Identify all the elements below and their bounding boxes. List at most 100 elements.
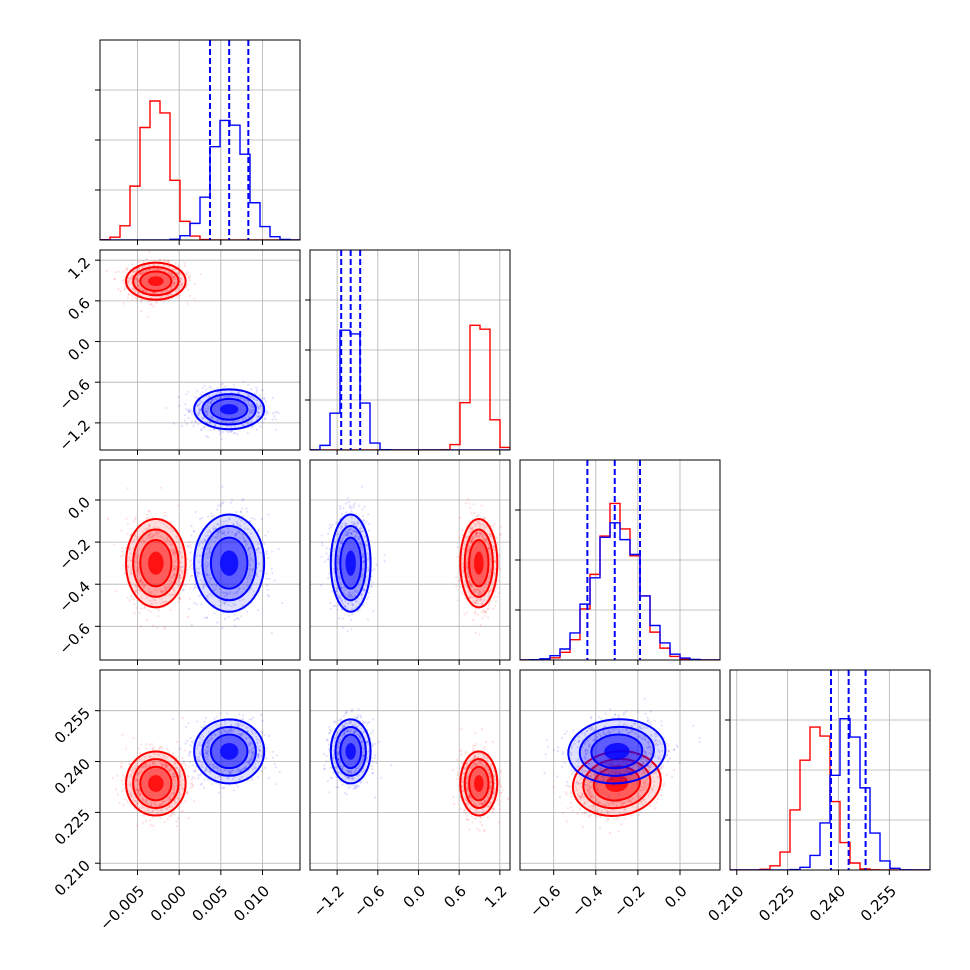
scatter-point: [201, 386, 204, 390]
scatter-point: [361, 593, 364, 596]
scatter-point: [477, 520, 480, 523]
scatter-point: [175, 567, 178, 570]
scatter-point: [461, 566, 464, 569]
scatter-point: [261, 719, 264, 722]
scatter-point: [139, 579, 142, 582]
scatter-point: [184, 764, 187, 768]
panel-0-0: [95, 39, 301, 245]
scatter-point: [176, 579, 180, 582]
scatter-point: [222, 601, 225, 605]
scatter-point: [219, 503, 222, 506]
panel-3-0: [95, 669, 301, 875]
scatter-point: [223, 594, 227, 598]
scatter-point: [144, 540, 147, 543]
scatter-point: [352, 504, 355, 507]
scatter-point: [265, 756, 268, 760]
scatter-point: [125, 747, 128, 750]
scatter-point: [327, 558, 330, 561]
scatter-point: [238, 536, 241, 540]
scatter-point: [179, 272, 182, 275]
scatter-point: [126, 267, 129, 271]
scatter-point: [456, 771, 459, 774]
scatter-point: [235, 591, 238, 594]
scatter-point: [336, 587, 339, 590]
scatter-point: [136, 570, 139, 573]
scatter-point: [499, 533, 502, 537]
scatter-point: [343, 791, 346, 794]
scatter-point: [462, 548, 465, 551]
scatter-point: [231, 420, 234, 423]
scatter-point: [208, 549, 211, 553]
scatter-point: [173, 785, 176, 788]
scatter-point: [183, 419, 186, 422]
scatter-point: [141, 271, 145, 274]
scatter-point: [209, 579, 212, 582]
scatter-point: [250, 412, 253, 415]
scatter-point: [238, 587, 241, 591]
scatter-point: [487, 608, 490, 611]
scatter-point: [473, 599, 476, 602]
scatter-point: [264, 766, 267, 769]
scatter-point: [481, 535, 484, 539]
scatter-point: [218, 531, 221, 534]
scatter-point: [179, 546, 182, 549]
scatter-point: [152, 824, 155, 827]
scatter-point: [239, 510, 242, 513]
scatter-point: [646, 716, 649, 719]
scatter-point: [340, 513, 343, 516]
scatter-point: [206, 594, 209, 597]
scatter-point: [121, 773, 125, 776]
scatter-point: [202, 786, 206, 789]
scatter-point: [240, 423, 243, 426]
scatter-point: [361, 555, 364, 558]
scatter-point: [227, 603, 230, 606]
scatter-point: [471, 821, 474, 824]
scatter-point: [162, 800, 165, 803]
scatter-point: [163, 259, 166, 262]
scatter-point: [350, 521, 353, 524]
scatter-point: [250, 419, 253, 422]
scatter-point: [233, 613, 236, 616]
scatter-point: [456, 777, 459, 780]
scatter-point: [488, 533, 492, 536]
scatter-point: [191, 764, 194, 767]
scatter-point: [469, 584, 472, 588]
scatter-point: [261, 396, 264, 399]
scatter-point: [177, 800, 180, 803]
scatter-point: [164, 587, 167, 590]
scatter-point: [243, 527, 246, 530]
scatter-point: [168, 805, 171, 808]
scatter-point: [214, 536, 217, 539]
scatter-point: [151, 810, 154, 813]
scatter-point: [152, 516, 155, 519]
scatter-point: [241, 604, 244, 607]
scatter-point: [494, 559, 497, 563]
scatter-point: [170, 274, 173, 278]
scatter-point: [162, 296, 165, 299]
scatter-point: [142, 765, 145, 768]
panel-2-1: [309, 459, 511, 665]
scatter-point: [362, 519, 365, 522]
scatter-point: [169, 608, 172, 612]
scatter-point: [122, 783, 125, 786]
scatter-point: [252, 405, 255, 408]
scatter-point: [474, 531, 477, 534]
scatter-point: [250, 558, 253, 561]
scatter-point: [247, 546, 250, 550]
scatter-point: [339, 581, 342, 584]
scatter-point: [264, 413, 267, 416]
scatter-point: [209, 386, 213, 390]
scatter-point: [372, 760, 375, 763]
scatter-point: [232, 522, 235, 526]
scatter-point: [165, 406, 168, 409]
scatter-point: [265, 550, 268, 553]
scatter-point: [128, 556, 131, 559]
scatter-point: [135, 569, 138, 572]
scatter-point: [337, 560, 340, 563]
scatter-point: [158, 531, 161, 534]
scatter-point: [173, 275, 176, 278]
scatter-point: [216, 537, 219, 540]
scatter-point: [355, 591, 359, 594]
scatter-point: [175, 756, 178, 760]
scatter-point: [332, 567, 335, 571]
